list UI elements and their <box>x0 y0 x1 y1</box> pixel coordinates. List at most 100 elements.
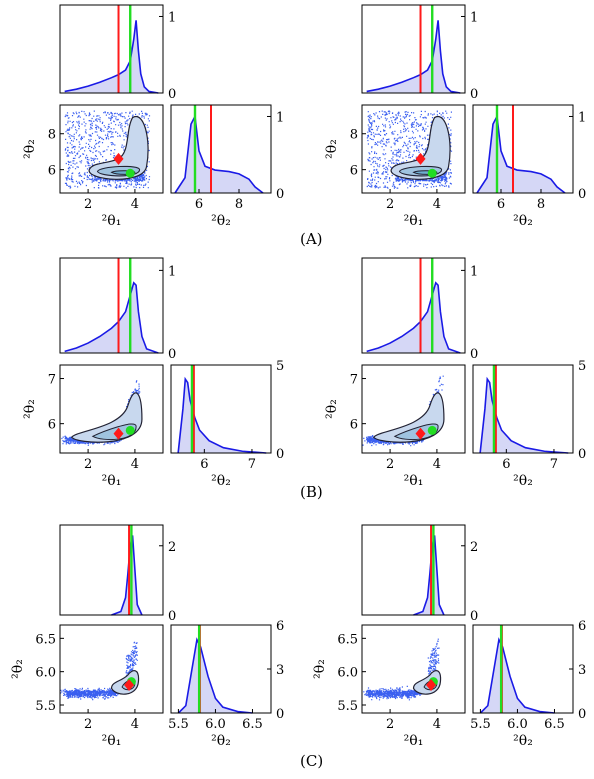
y-axis-label: ²θ₂ <box>22 399 38 419</box>
y-tick-label: 6.5 <box>337 632 358 647</box>
y-axis-label: ²θ₂ <box>22 139 38 159</box>
x-axis-label: ²θ₁ <box>102 733 122 749</box>
joint-area <box>363 638 442 701</box>
x-tick-label: 6.0 <box>507 717 528 732</box>
y-tick-label: 6.0 <box>337 666 358 681</box>
x-tick-label: 6 <box>195 197 203 212</box>
density-curve <box>366 281 461 354</box>
y-tick-label: 7 <box>48 373 56 388</box>
marginal-frame <box>59 257 164 354</box>
y-axis-label: ²θ₂ <box>10 659 26 679</box>
contour-inner <box>393 423 439 441</box>
x-tick-label: 7 <box>248 457 256 472</box>
density-curve <box>479 637 555 714</box>
marginal-frame <box>361 4 466 94</box>
y-tick-label: 6 <box>350 164 358 179</box>
joint-frame <box>361 364 466 454</box>
y-axis-label: ²θ₂ <box>324 139 340 159</box>
true-value-point <box>415 152 426 165</box>
x-tick-label: 4 <box>131 197 139 212</box>
true-value-point <box>415 427 426 440</box>
joint-area <box>60 641 140 701</box>
x-tick-label: 4 <box>131 717 139 732</box>
corner-plot-a-2: 0 1 2 4 6 8 ²θ₁ ²θ₂ 0 1 6 8 ²θ₂ <box>324 4 586 229</box>
marginal-frame <box>59 4 164 94</box>
density-fill <box>64 282 159 353</box>
y-tick-label: 1 <box>168 10 176 25</box>
density-curve <box>64 281 159 354</box>
estimate-point <box>427 425 437 435</box>
x-axis-label: ²θ₁ <box>102 473 122 489</box>
y-tick-label: 6.5 <box>35 632 56 647</box>
y-axis-label: ²θ₂ <box>312 659 328 679</box>
x-tick-label: 2 <box>84 457 92 472</box>
estimate-point <box>427 168 437 178</box>
panel-label-b: (B) <box>300 483 323 501</box>
x-tick-label: 6.5 <box>242 717 263 732</box>
y-tick-label: 0 <box>470 347 478 362</box>
marginal-frame <box>170 104 272 194</box>
y-tick-label: 0 <box>470 609 478 624</box>
x-tick-label: 6 <box>200 457 208 472</box>
y-tick-label: 6 <box>276 619 284 634</box>
x-tick-label: 2 <box>84 717 92 732</box>
x-tick-label: 5.5 <box>470 717 491 732</box>
y-tick-label: 6 <box>48 418 56 433</box>
true-value-point <box>124 679 135 691</box>
density-fill <box>64 20 159 93</box>
density-fill <box>480 639 555 713</box>
x-axis-label: ²θ₂ <box>211 473 231 489</box>
y-tick-label: 2 <box>168 540 176 555</box>
x-tick-label: 4 <box>433 197 441 212</box>
density-fill <box>178 379 267 453</box>
corner-plot-c-1: 0 2 2 4 5.5 6.0 6.5 ²θ₁ ²θ₂ 0 3 6 5.5 6.0 6.5 ²θ₂ <box>10 524 284 749</box>
x-tick-label: 2 <box>386 717 394 732</box>
contour-outer <box>88 115 149 180</box>
density-fill <box>366 20 461 93</box>
joint-area <box>366 110 453 189</box>
y-tick-label: 0 <box>168 347 176 362</box>
scatter-points <box>362 375 444 447</box>
joint-area <box>64 110 151 189</box>
density-fill <box>366 282 461 353</box>
x-tick-label: 8 <box>537 197 545 212</box>
density-fill <box>178 639 253 713</box>
x-axis-label: ²θ₂ <box>513 213 533 229</box>
contour-inner <box>91 423 137 441</box>
density-fill <box>111 535 142 615</box>
y-tick-label: 1 <box>470 10 478 25</box>
x-tick-label: 2 <box>84 197 92 212</box>
x-tick-label: 4 <box>131 457 139 472</box>
true-value-point <box>426 679 437 691</box>
contour-outer <box>390 115 451 180</box>
panel-label-c: (C) <box>300 752 324 770</box>
x-axis-label: ²θ₂ <box>513 473 533 489</box>
joint-frame <box>361 104 466 194</box>
y-tick-label: 0 <box>168 87 176 102</box>
y-tick-label: 0 <box>578 187 586 202</box>
y-tick-label: 2 <box>470 540 478 555</box>
x-axis-label: ²θ₁ <box>404 473 424 489</box>
y-axis-label: ²θ₂ <box>324 399 340 419</box>
x-tick-label: 6 <box>502 457 510 472</box>
y-tick-label: 3 <box>276 663 284 678</box>
y-tick-label: 0 <box>168 609 176 624</box>
corner-plot-a-1: 0 1 2 4 6 8 ²θ₁ ²θ₂ 0 1 6 8 ²θ₂ <box>22 4 284 229</box>
density-fill <box>480 379 569 453</box>
x-tick-label: 6.5 <box>544 717 565 732</box>
corner-plot-c-2: 0 2 2 4 5.5 6.0 6.5 ²θ₁ ²θ₂ 0 3 6 5.5 6.0 6.5 ²θ₂ <box>312 524 586 749</box>
y-tick-label: 1 <box>578 110 586 125</box>
joint-area <box>61 380 143 446</box>
marginal-frame <box>59 524 164 616</box>
x-axis-label: ²θ₁ <box>102 213 122 229</box>
y-tick-label: 5 <box>276 359 284 374</box>
y-tick-label: 6 <box>350 418 358 433</box>
y-tick-label: 0 <box>578 447 586 462</box>
x-axis-label: ²θ₂ <box>211 733 231 749</box>
y-tick-label: 6 <box>48 164 56 179</box>
y-tick-label: 5.5 <box>35 699 56 714</box>
y-tick-label: 1 <box>168 264 176 279</box>
y-tick-label: 6.0 <box>35 666 56 681</box>
y-tick-label: 6 <box>578 619 586 634</box>
